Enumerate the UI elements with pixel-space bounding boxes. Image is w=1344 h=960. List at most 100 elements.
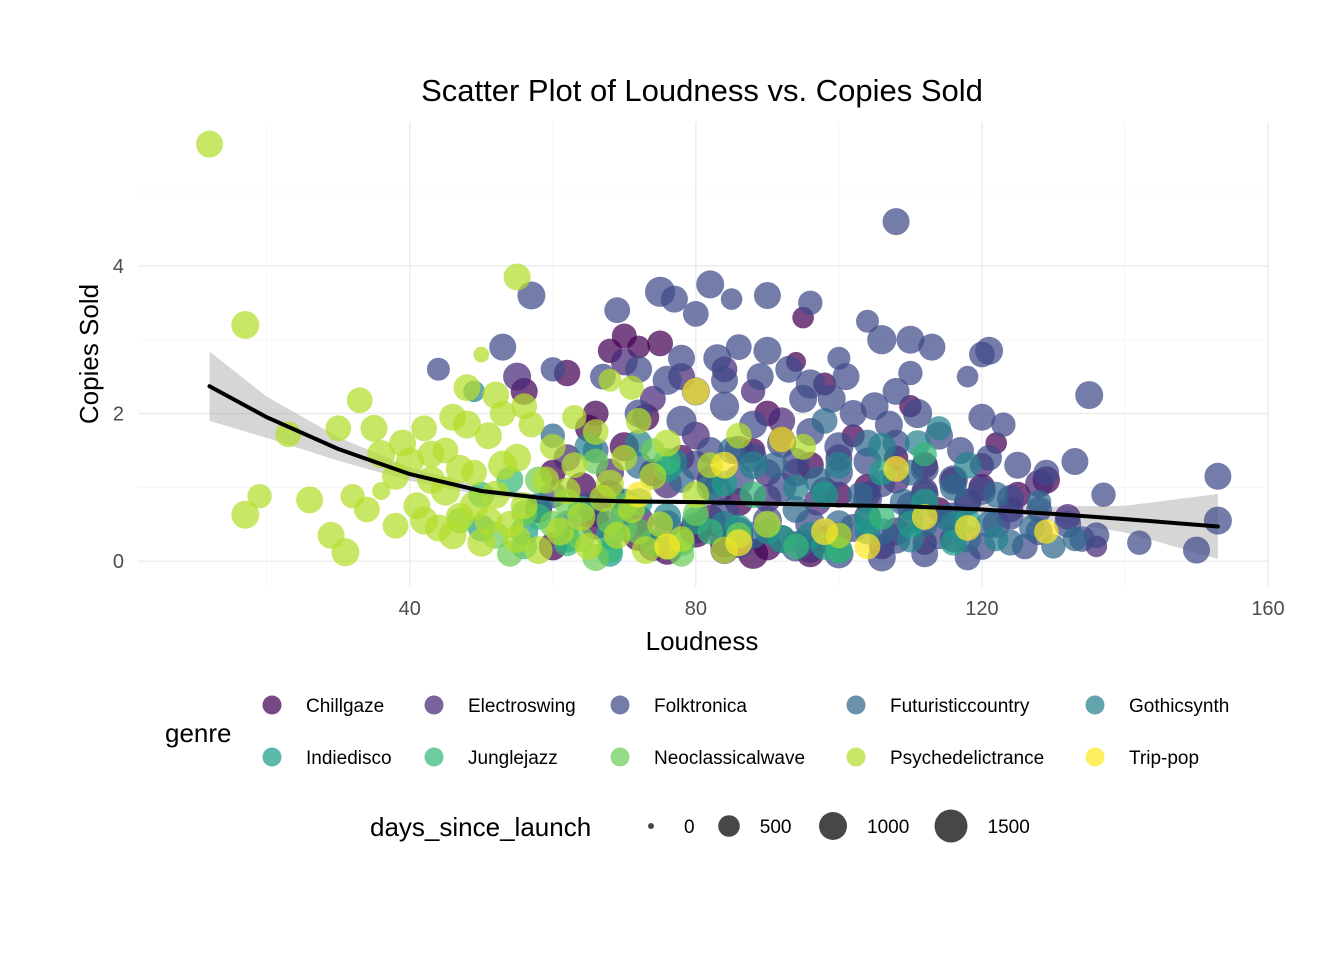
scatter-point: [811, 518, 839, 546]
scatter-point: [847, 481, 874, 508]
scatter-point: [682, 500, 709, 527]
size-legend-label: 0: [684, 817, 695, 838]
scatter-point: [354, 496, 380, 523]
scatter-point: [325, 415, 352, 442]
trend-line: [207, 384, 1220, 529]
scatter-point: [1204, 462, 1232, 490]
size-legend: days_since_launch 0 500 1000 1500: [370, 809, 1030, 843]
scatter-point: [331, 538, 360, 567]
scatter-point: [539, 433, 566, 460]
scatter-point: [360, 414, 388, 442]
scatter-point: [854, 533, 881, 560]
genre-legend-swatch: [1085, 695, 1105, 715]
genre-legend-swatch: [846, 695, 866, 715]
scatter-point: [682, 377, 710, 405]
scatter-point: [1091, 482, 1116, 507]
scatter-point: [825, 451, 853, 479]
y-axis-title: Copies Sold: [74, 284, 104, 424]
genre-legend-item: Chillgaze: [262, 695, 384, 717]
scatter-point: [1033, 459, 1060, 486]
scatter-point: [1034, 519, 1059, 544]
genre-legend-swatch: [610, 747, 630, 767]
scatter-point: [856, 309, 879, 333]
size-legend-key: [718, 815, 740, 837]
scatter-point: [611, 444, 638, 471]
scatter-point: [709, 391, 740, 421]
scatter-point: [503, 362, 532, 391]
scatter-point: [372, 482, 391, 500]
scatter-point: [517, 281, 546, 310]
genre-legend-title: genre: [165, 718, 232, 748]
scatter-point: [811, 408, 838, 434]
genre-legend-swatch: [846, 747, 866, 767]
scatter-point: [453, 374, 481, 402]
scatter-point: [984, 526, 1009, 552]
scatter-point: [625, 408, 652, 434]
scatter-point: [739, 451, 768, 480]
genre-legend-label: Chillgaze: [306, 696, 384, 717]
genre-legend-item: Psychedelictrance: [846, 747, 1044, 769]
scatter-point: [1061, 448, 1089, 475]
scatter-point: [598, 368, 622, 392]
scatter-point: [761, 452, 788, 479]
scatter-point: [954, 451, 982, 479]
scatter-point: [753, 510, 781, 538]
scatter-point: [467, 528, 496, 557]
scatter-point: [711, 366, 738, 394]
y-tick-label: 2: [113, 404, 124, 426]
scatter-point: [582, 400, 609, 427]
genre-legend-swatch: [262, 747, 282, 767]
scatter-point: [1062, 526, 1088, 552]
scatter-point: [983, 481, 1010, 508]
scatter-point: [231, 500, 260, 529]
scatter-point: [768, 426, 795, 453]
scatter-point: [660, 285, 688, 313]
x-tick-label: 160: [1251, 598, 1284, 620]
scatter-point: [231, 311, 260, 339]
scatter-point: [639, 462, 667, 490]
scatter-point: [474, 422, 502, 450]
genre-legend-label: Folktronica: [654, 696, 747, 717]
scatter-point: [1203, 506, 1232, 535]
scatter-point: [561, 452, 588, 479]
scatter-point: [725, 422, 752, 449]
scatter-point: [524, 536, 553, 565]
scatter-point: [481, 480, 510, 509]
genre-legend-label: Indiedisco: [306, 748, 392, 769]
genre-legend-label: Trip-pop: [1129, 748, 1199, 769]
scatter-point: [503, 525, 532, 553]
scatter-point: [775, 355, 803, 383]
y-tick-label: 0: [113, 551, 124, 573]
scatter-point: [867, 325, 897, 355]
scatter-point: [625, 481, 652, 508]
scatter-point: [510, 492, 538, 520]
genre-legend-item: Junglejazz: [424, 747, 558, 769]
genre-legend-swatch: [424, 747, 444, 767]
scatter-point: [903, 398, 933, 429]
scatter-point: [956, 365, 979, 388]
scatter-point: [546, 517, 574, 546]
scatter-point: [1127, 530, 1152, 555]
scatter-point: [1075, 381, 1104, 410]
scatter-point: [868, 504, 895, 530]
y-tick-label: 4: [113, 256, 124, 278]
scatter-point: [882, 208, 910, 236]
scatter-point: [1183, 536, 1210, 564]
scatter-point: [725, 529, 753, 557]
scatter-point: [976, 444, 1002, 471]
scatter-point: [488, 450, 518, 480]
genre-legend-item: Gothicsynth: [1085, 695, 1229, 717]
scatter-point: [473, 346, 490, 363]
scatter-point: [438, 521, 467, 550]
size-legend-item: 500: [718, 815, 791, 838]
scatter-point: [991, 412, 1016, 437]
size-legend-item: 1000: [819, 812, 909, 840]
scatter-point: [604, 297, 631, 324]
scatter-point: [711, 470, 738, 497]
scatter-point: [647, 330, 673, 357]
scatter-point: [874, 410, 903, 439]
scatter-point: [720, 288, 743, 310]
scatter-point: [926, 416, 952, 441]
scatter-point: [196, 130, 223, 158]
genre-legend-label: Neoclassicalwave: [654, 748, 805, 769]
